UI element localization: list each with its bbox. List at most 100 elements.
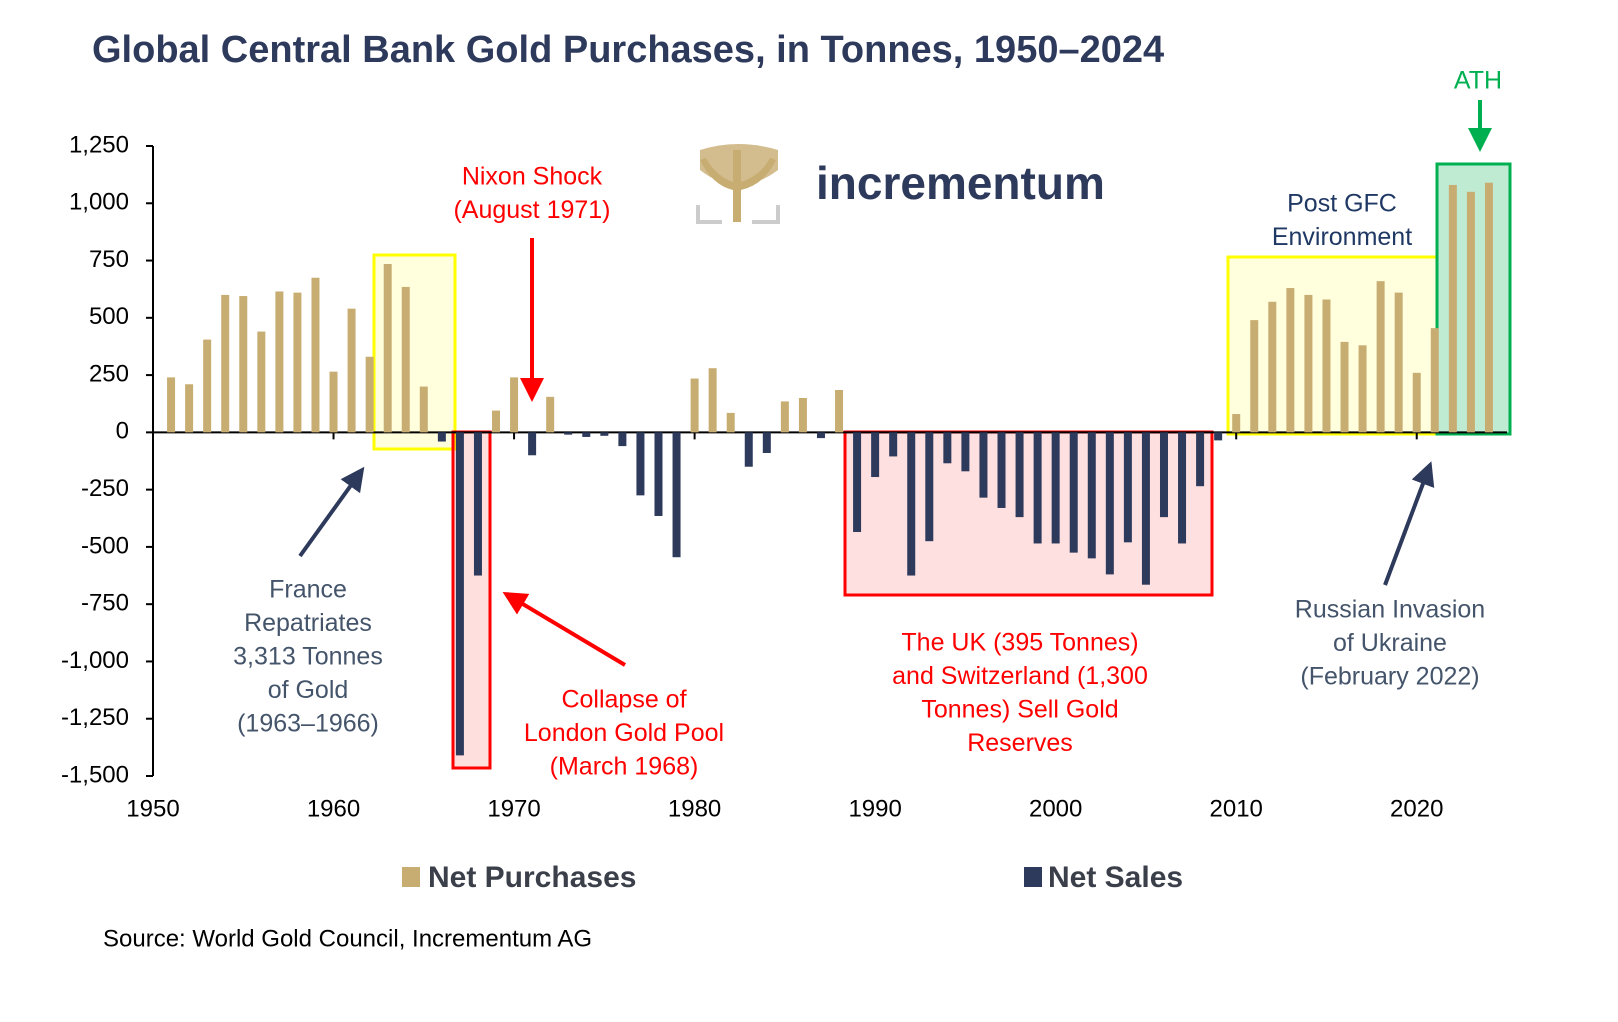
y-tick-label: 500 (89, 303, 129, 330)
bar (708, 368, 717, 433)
bar (293, 292, 302, 433)
bar (564, 432, 573, 435)
bar (203, 339, 212, 433)
bar (744, 432, 753, 467)
bar (1340, 341, 1349, 433)
bar (816, 432, 825, 439)
bar (185, 384, 194, 433)
bar (979, 432, 988, 498)
chart-title: Global Central Bank Gold Purchases, in T… (92, 29, 1164, 71)
bar (853, 432, 862, 533)
x-tick-label: 2010 (1210, 795, 1263, 822)
bar (636, 432, 645, 496)
annotation: (August 1971) (453, 196, 610, 224)
bar (1376, 281, 1385, 433)
bar (257, 331, 266, 433)
annotation: (March 1968) (550, 753, 699, 781)
y-tick-label: -500 (81, 532, 129, 559)
annotation: (1963–1966) (237, 710, 379, 738)
bar (1196, 432, 1205, 487)
bar (455, 432, 464, 756)
x-tick-label: 1990 (848, 795, 901, 822)
logo-icon (696, 144, 780, 224)
bar (1322, 299, 1331, 433)
bar (347, 308, 356, 433)
bar (221, 294, 230, 433)
x-tick-label: 1970 (487, 795, 540, 822)
bar (365, 356, 374, 433)
x-tick-label: 1980 (668, 795, 721, 822)
bar (546, 396, 555, 433)
annotation: Russian Invasion (1295, 596, 1485, 624)
legend-swatch (1024, 867, 1042, 887)
bar (871, 432, 880, 478)
bar (907, 432, 916, 576)
bar (1087, 432, 1096, 559)
bar (1015, 432, 1024, 518)
bar (1286, 288, 1295, 433)
bar (1232, 414, 1241, 433)
bar (1412, 372, 1421, 433)
bar (1250, 320, 1259, 433)
annotation: Nixon Shock (462, 163, 603, 191)
y-tick-label: 250 (89, 360, 129, 387)
y-tick-label: 1,000 (69, 189, 129, 216)
bar (1304, 294, 1313, 433)
bar (275, 291, 284, 433)
legend-swatch (402, 867, 420, 887)
bar (762, 432, 771, 453)
y-tick-label: -750 (81, 590, 129, 617)
x-tick-label: 2000 (1029, 795, 1082, 822)
annotation: London Gold Pool (524, 719, 724, 747)
arrow (502, 591, 627, 667)
bar (961, 432, 970, 472)
bar (1448, 184, 1457, 433)
bar (167, 377, 176, 433)
bar (582, 432, 591, 437)
bar (835, 389, 844, 433)
bar (473, 432, 482, 576)
annotation: (February 2022) (1300, 663, 1479, 691)
logo-text: incrementum (816, 157, 1105, 209)
bar (1105, 432, 1114, 575)
bar (672, 432, 681, 558)
y-tick-label: -250 (81, 475, 129, 502)
bar (654, 432, 663, 516)
bar (492, 410, 501, 433)
arrow (298, 466, 365, 558)
source: Source: World Gold Council, Incrementum … (103, 925, 592, 952)
legend-label: Net Sales (1048, 861, 1183, 894)
bar (925, 432, 934, 542)
highlight-box (1226, 255, 1439, 436)
annotation: The UK (395 Tonnes) (901, 629, 1138, 657)
bar (600, 432, 609, 436)
annotation: France (269, 576, 347, 604)
bar (889, 432, 898, 457)
bar (726, 412, 735, 433)
y-tick-label: 750 (89, 246, 129, 273)
bar (401, 286, 410, 433)
bar (1214, 432, 1223, 441)
y-tick-label: 0 (116, 418, 129, 445)
highlight-box (843, 430, 1214, 597)
y-tick-label: -1,000 (61, 647, 129, 674)
y-tick-label: -1,250 (61, 704, 129, 731)
annotation: of Gold (268, 676, 349, 704)
bar (1394, 292, 1403, 433)
annotation: and Switzerland (1,300 (892, 662, 1148, 690)
bar (1430, 328, 1439, 433)
bar (1358, 345, 1367, 433)
bar (311, 277, 320, 433)
annotation: ATH (1454, 67, 1502, 95)
bar (383, 263, 392, 433)
bar (943, 432, 952, 464)
y-tick-label: -1,500 (61, 761, 129, 788)
annotation: 3,313 Tonnes (233, 643, 383, 671)
bar (510, 377, 519, 433)
bar (1484, 182, 1493, 433)
bar (1033, 432, 1042, 544)
y-tick-label: 1,250 (69, 131, 129, 158)
annotation: Tonnes) Sell Gold (921, 696, 1118, 724)
bar (1123, 432, 1132, 543)
bar (239, 296, 248, 433)
